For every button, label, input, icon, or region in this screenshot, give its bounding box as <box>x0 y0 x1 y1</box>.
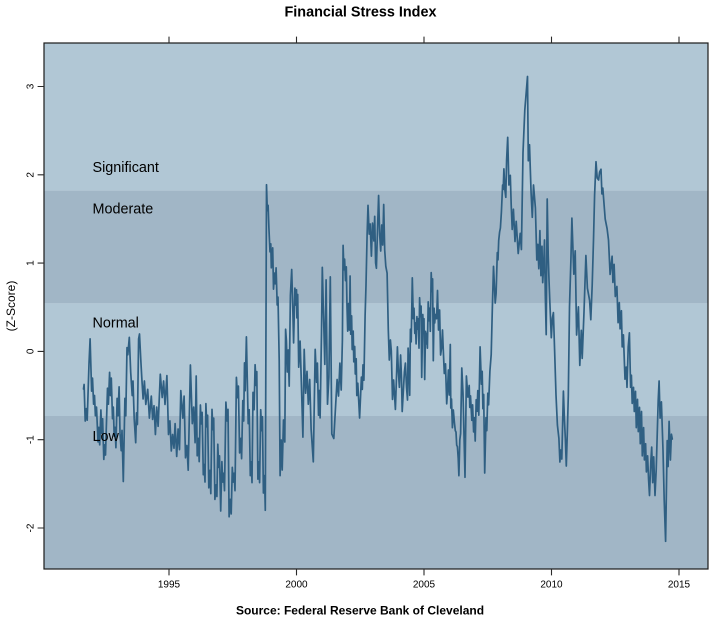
svg-text:Financial Stress Index: Financial Stress Index <box>285 5 437 21</box>
svg-text:(Z-Score): (Z-Score) <box>4 281 18 332</box>
svg-text:2005: 2005 <box>413 580 436 591</box>
svg-text:2000: 2000 <box>285 580 308 591</box>
svg-text:-2: -2 <box>26 523 37 532</box>
svg-text:2010: 2010 <box>540 580 563 591</box>
svg-text:Source: Federal Reserve Bank o: Source: Federal Reserve Bank of Clevelan… <box>236 604 484 618</box>
svg-text:2: 2 <box>26 172 37 178</box>
svg-text:2015: 2015 <box>668 580 691 591</box>
svg-text:Low: Low <box>93 429 120 445</box>
svg-text:1995: 1995 <box>158 580 181 591</box>
svg-text:3: 3 <box>26 83 37 89</box>
svg-text:0: 0 <box>26 348 37 354</box>
svg-text:Moderate: Moderate <box>93 202 154 218</box>
svg-text:-1: -1 <box>26 435 37 444</box>
svg-text:Significant: Significant <box>93 160 159 176</box>
svg-text:Normal: Normal <box>93 316 139 332</box>
svg-text:1: 1 <box>26 260 37 266</box>
